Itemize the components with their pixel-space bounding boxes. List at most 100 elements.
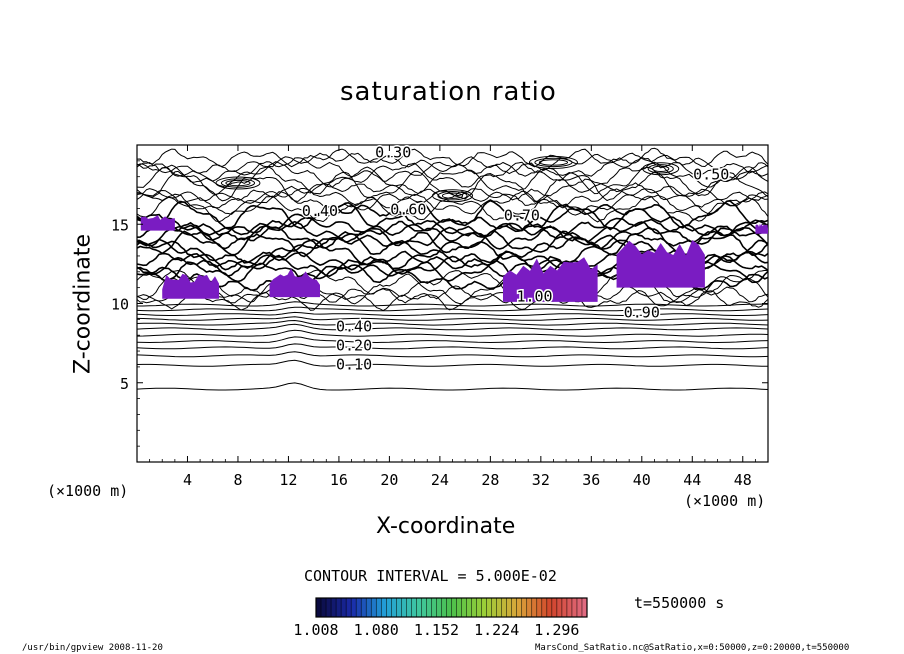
colorbar-strip	[391, 598, 397, 617]
colorbar-strip	[546, 598, 553, 617]
colorbar-strip	[416, 598, 422, 617]
colorbar-strip	[336, 598, 342, 617]
contour-loop	[437, 191, 468, 201]
chart-title: saturation ratio	[340, 77, 557, 107]
x-tick-label: 44	[683, 471, 701, 489]
colorbar-strip	[451, 598, 458, 617]
footer-left: /usr/bin/gpview 2008-11-20	[22, 643, 163, 653]
x-axis-title: X-coordinate	[376, 514, 516, 539]
colorbar-frame	[315, 597, 588, 618]
contour-loop	[647, 164, 674, 174]
colorbar-strip	[471, 598, 478, 617]
supersaturated-region	[269, 268, 320, 298]
footer-right: MarsCond_SatRatio.nc@SatRatio,x=0:50000,…	[535, 643, 850, 653]
contour-line	[137, 319, 768, 326]
colorbar-strip	[581, 598, 588, 617]
contour-line	[137, 273, 768, 305]
contour-label-group: 0.300.500.40 0.60 0.701.000.900.400.200.10	[300, 142, 730, 375]
colorbar-strip	[521, 598, 528, 617]
colorbar-strip	[331, 598, 337, 617]
time-label: t=550000 s	[634, 594, 725, 612]
contour-line	[137, 351, 768, 358]
contour-line	[137, 329, 768, 337]
contour-line	[137, 289, 768, 312]
colorbar-strip	[496, 598, 503, 617]
colorbar-strip	[381, 598, 387, 617]
supersaturated-region	[162, 273, 220, 299]
contour-line	[137, 343, 768, 350]
contour-loop	[225, 179, 251, 187]
contour-line	[137, 323, 768, 331]
colorbar-strip	[516, 598, 523, 617]
colorbar-strip	[511, 598, 518, 617]
colorbar-strip	[501, 598, 508, 617]
colorbar-strip	[466, 598, 473, 617]
contour-line	[137, 216, 768, 237]
x-tick-label: 4	[183, 471, 192, 489]
contour-label: 0.40	[336, 318, 372, 336]
colorbar-strip	[401, 598, 407, 617]
colorbar-strip	[506, 598, 513, 617]
colorbar-strip	[321, 598, 327, 617]
colorbar-strip	[446, 598, 452, 617]
supersaturated-region	[140, 215, 175, 231]
contour-label: 0.40	[302, 202, 338, 220]
colorbar: 1.008 1.080 1.152 1.224 1.296	[293, 597, 588, 639]
colorbar-strip	[556, 598, 563, 617]
colorbar-strip	[561, 598, 568, 617]
contour-loop	[528, 155, 578, 169]
x-tick-label: 20	[380, 471, 398, 489]
contour-line	[137, 182, 768, 202]
contour-loop	[534, 157, 573, 168]
colorbar-strip	[461, 598, 468, 617]
colorbar-strip	[566, 598, 573, 617]
colorbar-strip	[411, 598, 417, 617]
colorbar-strip	[376, 598, 382, 617]
colorbar-strip	[366, 598, 372, 617]
contour-loop	[441, 192, 464, 199]
colorbar-strip	[396, 598, 402, 617]
colorbar-strip	[351, 598, 357, 617]
colorbar-strip	[526, 598, 533, 617]
colorbar-strip	[371, 598, 377, 617]
contour-loop	[220, 178, 256, 188]
colorbar-strip	[346, 598, 352, 617]
x-tick-label: 32	[532, 471, 550, 489]
contour-loop	[538, 159, 569, 166]
colorbar-strip	[481, 598, 488, 617]
supersaturated-region	[502, 257, 598, 302]
colorbar-strip	[491, 598, 498, 617]
colorbar-strip	[486, 598, 493, 617]
colorbar-tick-label: 1.152	[414, 621, 459, 639]
colorbar-strip	[571, 598, 578, 617]
contour-label: 0.50	[693, 166, 729, 184]
contour-label: 0.60	[390, 200, 426, 218]
colorbar-strip	[361, 598, 367, 617]
colorbar-strip	[386, 598, 392, 617]
colorbar-tick-label: 1.080	[354, 621, 399, 639]
contour-line	[137, 382, 768, 391]
colorbar-strip	[536, 598, 543, 617]
contour-label: 0.30	[375, 143, 411, 161]
contour-label: 0.10	[336, 356, 372, 374]
colorbar-strip	[431, 598, 437, 617]
contour-loop	[642, 162, 680, 176]
contour-lines	[137, 147, 768, 391]
supersaturated-fill	[140, 215, 768, 302]
colorbar-strip	[576, 598, 583, 617]
colorbar-strip	[441, 598, 447, 617]
colorbar-strip	[326, 598, 332, 617]
contour-loop	[652, 165, 670, 172]
contour-label: 0.90	[624, 303, 660, 321]
contour-line	[137, 311, 768, 316]
y-tick-label: 5	[120, 375, 129, 393]
supersaturated-region	[616, 240, 705, 288]
colorbar-strip	[541, 598, 548, 617]
contour-label: 1.00	[516, 288, 552, 306]
contour-loop	[432, 189, 473, 203]
colorbar-strip	[436, 598, 442, 617]
contour-interval-label: CONTOUR INTERVAL = 5.000E-02	[304, 567, 557, 585]
x-tick-label: 12	[279, 471, 297, 489]
